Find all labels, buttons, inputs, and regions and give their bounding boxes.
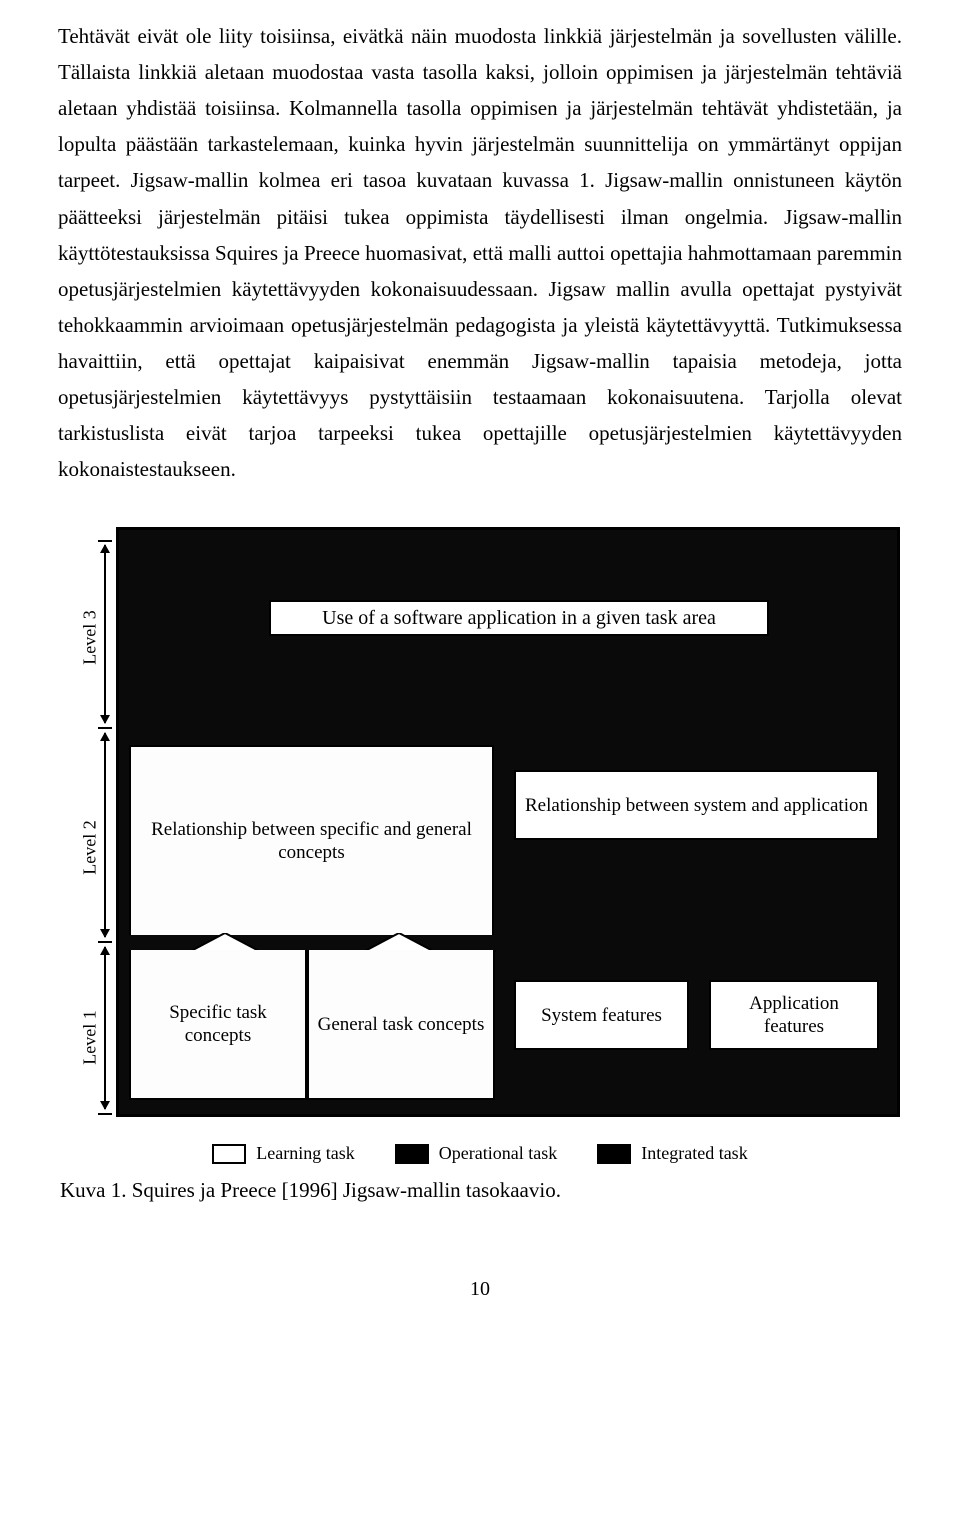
- jigsaw-diagram: Use of a software application in a given…: [116, 527, 900, 1117]
- box-b3: System features: [514, 980, 689, 1050]
- swatch-empty-icon: [212, 1144, 246, 1164]
- legend-operational-label: Operational task: [439, 1143, 557, 1164]
- box-mid-left-label: Relationship between specific and genera…: [139, 818, 484, 866]
- legend-integrated-label: Integrated task: [641, 1143, 747, 1164]
- box-top: Use of a software application in a given…: [269, 600, 769, 636]
- level-3-label: Level 3: [80, 598, 101, 678]
- box-b2: General task concepts: [307, 950, 495, 1100]
- level-1-label: Level 1: [80, 998, 101, 1078]
- legend-operational: Operational task: [395, 1143, 557, 1164]
- page-number: 10: [58, 1278, 902, 1301]
- level-axis: Level 3 Level 2 Level 1: [60, 527, 116, 1117]
- swatch-filled-icon: [597, 1144, 631, 1164]
- box-mid-right: Relationship between system and applicat…: [514, 770, 879, 840]
- box-b1: Specific task concepts: [129, 950, 307, 1100]
- figure-legend: Learning task Operational task Integrate…: [60, 1143, 900, 1164]
- figure-caption: Kuva 1. Squires ja Preece [1996] Jigsaw-…: [60, 1174, 900, 1208]
- box-b4: Application features: [709, 980, 879, 1050]
- level-2-label: Level 2: [80, 808, 101, 888]
- body-paragraph: Tehtävät eivät ole liity toisiinsa, eivä…: [58, 18, 902, 487]
- legend-learning-label: Learning task: [256, 1143, 354, 1164]
- legend-integrated: Integrated task: [597, 1143, 747, 1164]
- box-mid-left: Relationship between specific and genera…: [129, 745, 494, 935]
- swatch-filled-icon: [395, 1144, 429, 1164]
- figure: Level 3 Level 2 Level 1 Use of a softwar…: [60, 527, 900, 1208]
- legend-learning: Learning task: [212, 1143, 354, 1164]
